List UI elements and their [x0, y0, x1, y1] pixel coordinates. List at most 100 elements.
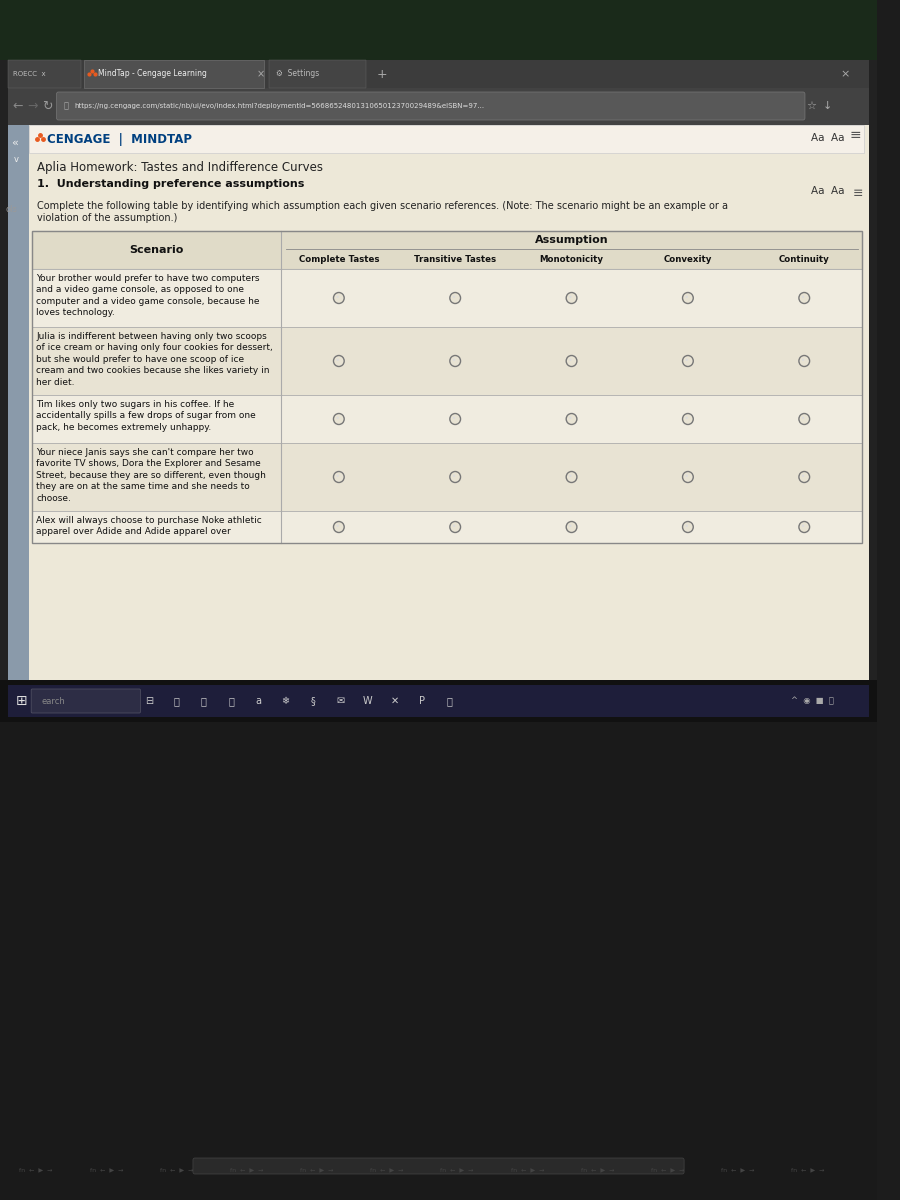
Text: Continuity: Continuity: [778, 254, 830, 264]
Circle shape: [566, 355, 577, 366]
Text: 🔵: 🔵: [446, 696, 452, 706]
Circle shape: [334, 293, 344, 304]
Circle shape: [334, 472, 344, 482]
Text: Assumption: Assumption: [535, 235, 608, 245]
Text: «: «: [11, 138, 18, 148]
Text: violation of the assumption.): violation of the assumption.): [37, 214, 177, 223]
Text: fn  ←  ▶  →: fn ← ▶ →: [580, 1168, 614, 1172]
Text: fn  ←  ▶  →: fn ← ▶ →: [90, 1168, 123, 1172]
Text: ≡: ≡: [852, 187, 863, 200]
FancyBboxPatch shape: [32, 689, 140, 713]
Circle shape: [450, 472, 461, 482]
Circle shape: [453, 295, 455, 298]
Circle shape: [802, 359, 805, 361]
Text: fn  ←  ▶  →: fn ← ▶ →: [370, 1168, 404, 1172]
Text: 1.  Understanding preference assumptions: 1. Understanding preference assumptions: [37, 179, 304, 188]
Circle shape: [453, 416, 455, 419]
Text: fn  ←  ▶  →: fn ← ▶ →: [440, 1168, 473, 1172]
Text: ≡: ≡: [850, 128, 861, 142]
Circle shape: [682, 472, 693, 482]
Text: ⚙  Settings: ⚙ Settings: [275, 70, 319, 78]
Circle shape: [337, 416, 338, 419]
Circle shape: [686, 295, 688, 298]
Text: ols: ols: [5, 205, 18, 214]
Circle shape: [334, 414, 344, 425]
Circle shape: [799, 414, 810, 425]
Circle shape: [799, 355, 810, 366]
Text: Aa  Aa: Aa Aa: [811, 133, 844, 143]
Text: fn  ←  ▶  →: fn ← ▶ →: [300, 1168, 334, 1172]
Text: ×: ×: [840, 68, 850, 79]
FancyBboxPatch shape: [8, 60, 869, 125]
Circle shape: [802, 524, 805, 527]
Text: a: a: [256, 696, 261, 706]
Text: fn  ←  ▶  →: fn ← ▶ →: [721, 1168, 754, 1172]
Circle shape: [453, 524, 455, 527]
Text: Tim likes only two sugars in his coffee. If he
accidentally spills a few drops o: Tim likes only two sugars in his coffee.…: [36, 400, 256, 432]
Circle shape: [569, 359, 572, 361]
Circle shape: [453, 474, 455, 476]
Circle shape: [334, 522, 344, 533]
FancyBboxPatch shape: [32, 269, 862, 326]
Circle shape: [686, 524, 688, 527]
Text: Transitive Tastes: Transitive Tastes: [414, 254, 496, 264]
Circle shape: [569, 416, 572, 419]
Text: ⊞: ⊞: [15, 694, 27, 708]
Text: ROECC  x: ROECC x: [13, 71, 45, 77]
Circle shape: [450, 293, 461, 304]
Text: 🔒: 🔒: [228, 696, 234, 706]
Circle shape: [566, 414, 577, 425]
Circle shape: [682, 522, 693, 533]
Text: Alex will always choose to purchase Noke athletic
apparel over Adide and Adide a: Alex will always choose to purchase Noke…: [36, 516, 262, 536]
Circle shape: [450, 522, 461, 533]
Text: Convexity: Convexity: [663, 254, 712, 264]
Text: ×: ×: [256, 68, 265, 79]
Text: fn  ←  ▶  →: fn ← ▶ →: [160, 1168, 194, 1172]
Text: 🌀: 🌀: [174, 696, 179, 706]
Text: ⊟: ⊟: [145, 696, 153, 706]
Circle shape: [569, 524, 572, 527]
Circle shape: [453, 359, 455, 361]
FancyBboxPatch shape: [32, 230, 862, 269]
FancyBboxPatch shape: [8, 125, 29, 680]
Text: fn  ←  ▶  →: fn ← ▶ →: [20, 1168, 53, 1172]
Circle shape: [686, 359, 688, 361]
FancyBboxPatch shape: [0, 0, 877, 1200]
Text: 🔒: 🔒: [63, 102, 68, 110]
Circle shape: [337, 474, 338, 476]
Circle shape: [799, 472, 810, 482]
Circle shape: [337, 359, 338, 361]
FancyBboxPatch shape: [0, 722, 877, 1200]
FancyBboxPatch shape: [0, 0, 877, 60]
FancyBboxPatch shape: [8, 88, 869, 125]
Circle shape: [566, 522, 577, 533]
Text: ☆: ☆: [806, 101, 816, 110]
Circle shape: [569, 295, 572, 298]
Text: ↓: ↓: [823, 101, 832, 110]
Text: ✕: ✕: [391, 696, 399, 706]
Circle shape: [682, 414, 693, 425]
Circle shape: [566, 293, 577, 304]
Circle shape: [799, 293, 810, 304]
Circle shape: [450, 414, 461, 425]
Circle shape: [682, 293, 693, 304]
FancyBboxPatch shape: [32, 511, 862, 542]
Text: Aplia Homework: Tastes and Indifference Curves: Aplia Homework: Tastes and Indifference …: [37, 161, 323, 174]
Text: Complete Tastes: Complete Tastes: [299, 254, 379, 264]
Text: ←: ←: [13, 100, 23, 113]
Text: Your niece Janis says she can't compare her two
favorite TV shows, Dora the Expl: Your niece Janis says she can't compare …: [36, 448, 266, 503]
Text: Monotonicity: Monotonicity: [539, 254, 604, 264]
Circle shape: [337, 295, 338, 298]
FancyBboxPatch shape: [8, 125, 869, 680]
Circle shape: [686, 416, 688, 419]
Circle shape: [799, 522, 810, 533]
FancyBboxPatch shape: [57, 92, 805, 120]
Circle shape: [686, 474, 688, 476]
FancyBboxPatch shape: [0, 680, 877, 1200]
Text: ❄: ❄: [282, 696, 290, 706]
FancyBboxPatch shape: [269, 60, 366, 88]
Text: →: →: [27, 100, 38, 113]
Text: W: W: [363, 696, 373, 706]
Circle shape: [802, 474, 805, 476]
Circle shape: [337, 524, 338, 527]
